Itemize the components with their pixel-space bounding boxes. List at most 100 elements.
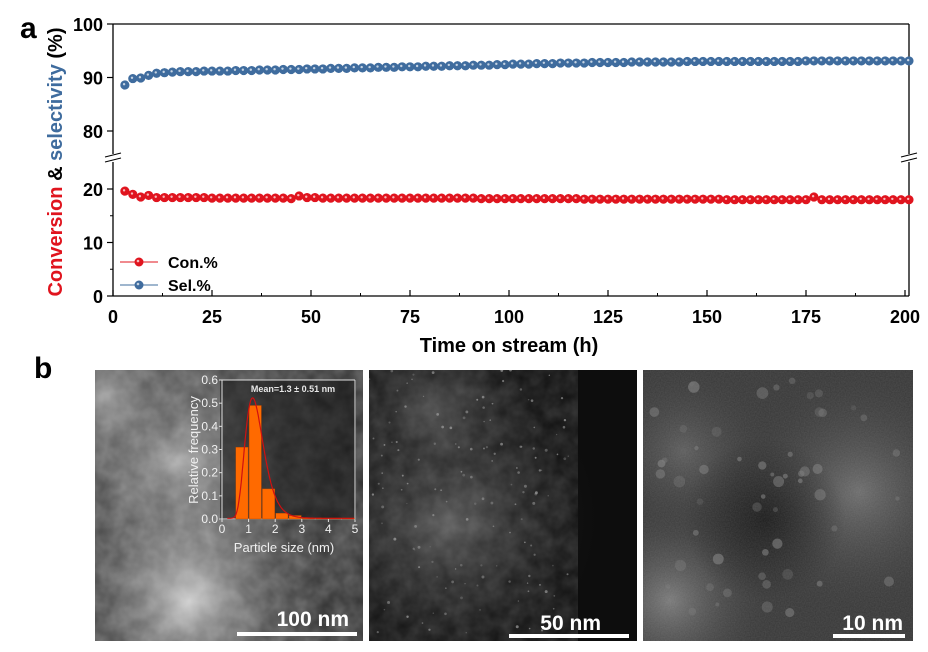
nanoparticle-dot [380,454,383,457]
nanoparticle-dot [509,370,512,372]
nanoparticle-dot [502,379,505,383]
data-point-highlight [431,64,435,67]
data-point-highlight [447,196,450,199]
data-point-highlight [146,73,150,76]
data-point-highlight [819,197,823,201]
data-point-highlight [360,196,363,199]
data-point-highlight [233,68,237,71]
nanoparticle-dot [530,544,533,547]
data-point-highlight [336,66,340,69]
legend-entry: Con.% [120,255,218,272]
data-point-highlight [574,196,577,200]
series-con [120,186,914,205]
nanoparticle-dot [673,475,686,488]
data-point-highlight [756,59,759,62]
scale-bar-label-50nm: 50 nm [540,612,601,635]
nanoparticle-dot [772,538,783,549]
nanoparticle-dot [532,501,536,505]
nanoparticle-dot [404,405,407,408]
data-point-highlight [487,63,490,66]
legend-marker [134,280,144,290]
nanoparticle-dot [522,491,525,494]
data-point-highlight [423,196,427,199]
nanoparticle-dot [449,426,453,430]
nanoparticle-dot [515,625,519,629]
nanoparticle-dot [665,584,671,589]
nanoparticle-dot [465,518,469,521]
nanoparticle-dot [860,414,868,422]
data-point-highlight [843,58,846,62]
inset-y-tick-label: 0.6 [201,373,218,387]
data-point-highlight [376,196,379,199]
nanoparticle-dot [434,488,437,491]
nanoparticle-dot [715,602,720,607]
nanoparticle-dot [445,500,448,503]
nanoparticle-dot [414,525,417,528]
data-point-highlight [336,196,340,199]
data-point-highlight [360,65,363,69]
data-point-highlight [526,196,530,200]
legend-marker-highlight [136,259,140,263]
nanoparticle-dot [699,464,709,475]
nanoparticle-dot [481,497,485,501]
data-point-highlight [764,197,767,201]
nanoparticle-dot [412,547,415,550]
data-point-highlight [122,189,126,192]
data-point-highlight [811,58,815,62]
scale-bar-50nm [509,634,629,638]
data-point-highlight [249,196,252,199]
data-point-highlight [582,61,585,64]
data-point-highlight [130,192,134,195]
nanoparticle-dot [538,469,542,472]
nanoparticle-dot [533,426,536,429]
data-point-highlight [305,195,308,198]
nanoparticle-dot [785,608,795,618]
nanoparticle-dot [457,446,460,449]
nanoparticle-dot [388,421,391,424]
axis-break-gap [903,154,915,162]
nanoparticle-dot [552,564,554,567]
lognormal-fit-curve [227,397,354,519]
nanoparticle-dot [533,553,536,556]
nanoparticle-dot [429,546,431,548]
data-point-highlight [716,59,720,62]
data-point-highlight [772,197,775,201]
nanoparticle-dot [397,449,400,452]
tem-image-1: 0 1 2 3 4 5 0.0 0.1 0.2 0.3 0.4 0.5 0.6 Mean=1.3 ± 0… [95,370,363,641]
nanoparticle-dot [723,588,732,598]
x-tick-label: 25 [202,307,222,327]
data-point-highlight [217,69,221,72]
data-point-highlight [637,197,641,200]
nanoparticle-dot [814,389,823,398]
x-tick-label: 75 [400,307,420,327]
data-point-highlight [582,197,585,200]
data-point-highlight [249,68,252,71]
scale-bar-100nm [237,632,357,636]
data-point-highlight [154,71,157,74]
y-tick-label: 10 [83,234,103,254]
nanoparticle-dot [431,371,435,374]
inset-y-tick-label: 0.3 [201,443,218,457]
nanoparticle-dot [688,381,700,393]
nanoparticle-dot [491,460,494,462]
inset-y-tick-label: 0.0 [201,512,218,526]
data-point-highlight [590,197,593,200]
data-point-highlight [558,196,561,200]
inset-x-tick-label: 3 [298,522,305,536]
nanoparticle-dot [383,444,386,446]
data-point-highlight [899,197,902,201]
data-point-highlight [566,196,569,200]
legend-label: Con.% [168,255,218,272]
data-point-highlight [503,62,506,66]
inset-x-tick-label: 0 [219,522,226,536]
nanoparticle-dot [508,580,511,583]
nanoparticle-dot [377,482,380,485]
data-point-highlight [574,61,577,64]
nanoparticle-dot [519,388,523,391]
data-point-highlight [463,196,466,199]
data-point-highlight [170,70,173,73]
data-point-highlight [669,59,672,63]
nanoparticle-dot [752,502,762,512]
nanoparticle-dot [712,553,724,565]
data-point-highlight [566,61,569,64]
